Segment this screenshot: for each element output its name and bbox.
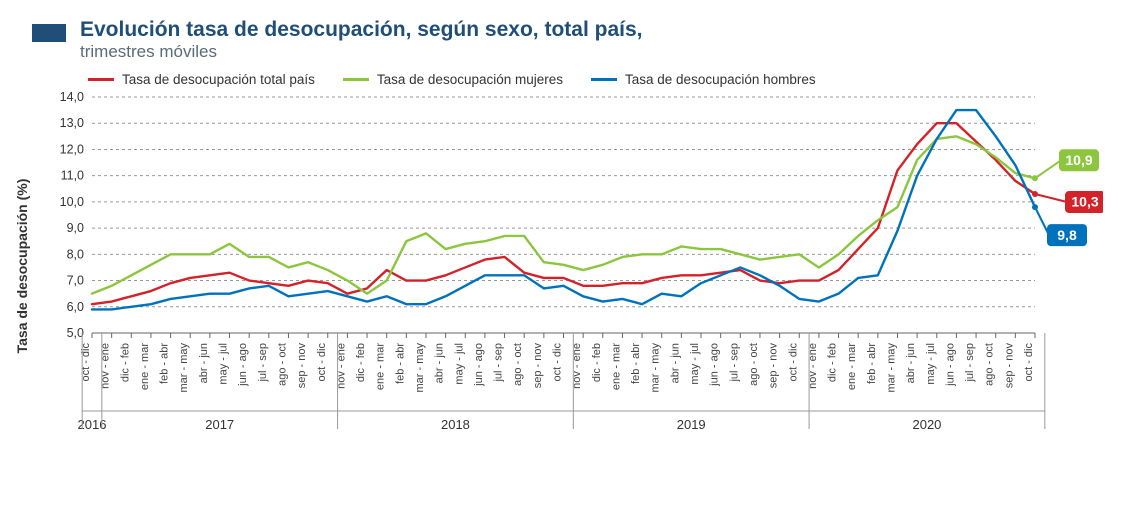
svg-text:jul - sep: jul - sep: [728, 343, 740, 383]
svg-text:oct - dic: oct - dic: [316, 343, 328, 382]
svg-text:mar - may: mar - may: [414, 343, 426, 393]
svg-text:feb - abr: feb - abr: [394, 343, 406, 384]
svg-text:2019: 2019: [677, 417, 706, 432]
svg-text:7,0: 7,0: [67, 274, 84, 288]
y-axis-label: Tasa de desocupación (%): [14, 179, 30, 354]
svg-text:may - jul: may - jul: [218, 343, 230, 385]
legend-label-mujeres: Tasa de desocupación mujeres: [377, 72, 563, 87]
svg-text:feb - abr: feb - abr: [159, 343, 171, 384]
legend-swatch-mujeres: [343, 78, 369, 81]
svg-text:dic - feb: dic - feb: [355, 343, 367, 382]
svg-text:jun - ago: jun - ago: [944, 343, 956, 387]
callout-value-mujeres: 10,9: [1065, 152, 1092, 168]
line-chart: 5,0 6,0 7,0 8,0 9,0 10,0 11,0 12,0 13,0 14,0 oct -…: [28, 91, 1103, 441]
svg-text:jul - sep: jul - sep: [257, 343, 269, 383]
callout-line-mujeres: [1035, 160, 1061, 178]
svg-text:abr - jun: abr - jun: [434, 343, 446, 383]
svg-text:may - jul: may - jul: [453, 343, 465, 385]
legend-item-mujeres: Tasa de desocupación mujeres: [343, 72, 563, 87]
svg-text:abr - jun: abr - jun: [669, 343, 681, 383]
svg-text:oct - dic: oct - dic: [1023, 343, 1035, 382]
svg-text:10,0: 10,0: [60, 195, 84, 209]
svg-text:11,0: 11,0: [61, 169, 84, 183]
svg-text:ene - mar: ene - mar: [846, 343, 858, 390]
svg-text:ene - mar: ene - mar: [610, 343, 622, 390]
legend-item-hombres: Tasa de desocupación hombres: [591, 72, 816, 87]
series-line-total: [92, 123, 1035, 304]
legend-label-total: Tasa de desocupación total país: [122, 72, 315, 87]
callout-line-hombres: [1035, 207, 1049, 235]
svg-text:may - jul: may - jul: [925, 343, 937, 385]
callout-value-hombres: 9,8: [1057, 227, 1077, 243]
chart-container: Evolución tasa de desocupación, según se…: [0, 0, 1131, 512]
callout-value-total: 10,3: [1071, 194, 1098, 210]
svg-text:dic - feb: dic - feb: [591, 343, 603, 382]
svg-text:jul - sep: jul - sep: [964, 343, 976, 383]
svg-text:oct - dic: oct - dic: [787, 343, 799, 382]
callout-line-total: [1035, 194, 1067, 202]
svg-text:jun - ago: jun - ago: [709, 343, 721, 387]
legend-swatch-total: [88, 78, 114, 81]
header-rect-icon: [32, 24, 66, 42]
svg-text:may - jul: may - jul: [689, 343, 701, 385]
svg-text:14,0: 14,0: [60, 91, 84, 104]
svg-text:2017: 2017: [205, 417, 234, 432]
svg-text:6,0: 6,0: [67, 300, 84, 314]
svg-text:ene - mar: ene - mar: [139, 343, 151, 390]
legend-label-hombres: Tasa de desocupación hombres: [625, 72, 816, 87]
header: Evolución tasa de desocupación, según se…: [32, 18, 1103, 62]
svg-text:ago - oct: ago - oct: [748, 343, 760, 386]
svg-text:oct - dic: oct - dic: [552, 343, 564, 382]
svg-text:jul - sep: jul - sep: [493, 343, 505, 383]
svg-text:jun - ago: jun - ago: [237, 343, 249, 387]
svg-text:dic - feb: dic - feb: [119, 343, 131, 382]
svg-text:abr - jun: abr - jun: [905, 343, 917, 383]
svg-text:sep - nov: sep - nov: [296, 343, 308, 389]
svg-text:mar - may: mar - may: [885, 343, 897, 393]
svg-text:jun - ago: jun - ago: [473, 343, 485, 387]
chart-title: Evolución tasa de desocupación, según se…: [80, 18, 642, 42]
svg-text:sep - nov: sep - nov: [768, 343, 780, 389]
svg-text:12,0: 12,0: [60, 143, 84, 157]
svg-text:ago - oct: ago - oct: [276, 343, 288, 386]
svg-text:2020: 2020: [912, 417, 941, 432]
svg-text:abr - jun: abr - jun: [198, 343, 210, 383]
svg-text:feb - abr: feb - abr: [630, 343, 642, 384]
legend-item-total: Tasa de desocupación total país: [88, 72, 315, 87]
svg-text:13,0: 13,0: [60, 116, 84, 130]
legend-swatch-hombres: [591, 78, 617, 81]
series-line-mujeres: [92, 136, 1035, 293]
svg-text:2018: 2018: [441, 417, 470, 432]
svg-text:9,0: 9,0: [67, 221, 84, 235]
svg-text:ago - oct: ago - oct: [984, 343, 996, 386]
chart-area: Tasa de desocupación (%) 5,06,07,08,09,0…: [28, 91, 1103, 441]
svg-text:ene - mar: ene - mar: [375, 343, 387, 390]
svg-text:sep - nov: sep - nov: [532, 343, 544, 389]
svg-text:ago - oct: ago - oct: [512, 343, 524, 386]
svg-text:sep - nov: sep - nov: [1003, 343, 1015, 389]
legend: Tasa de desocupación total país Tasa de d…: [88, 72, 1103, 87]
svg-text:5,0: 5,0: [67, 326, 84, 340]
svg-text:mar - may: mar - may: [178, 343, 190, 393]
svg-text:feb - abr: feb - abr: [866, 343, 878, 384]
svg-text:mar - may: mar - may: [650, 343, 662, 393]
chart-subtitle: trimestres móviles: [80, 42, 642, 62]
svg-text:8,0: 8,0: [67, 247, 84, 261]
svg-text:dic - feb: dic - feb: [827, 343, 839, 382]
